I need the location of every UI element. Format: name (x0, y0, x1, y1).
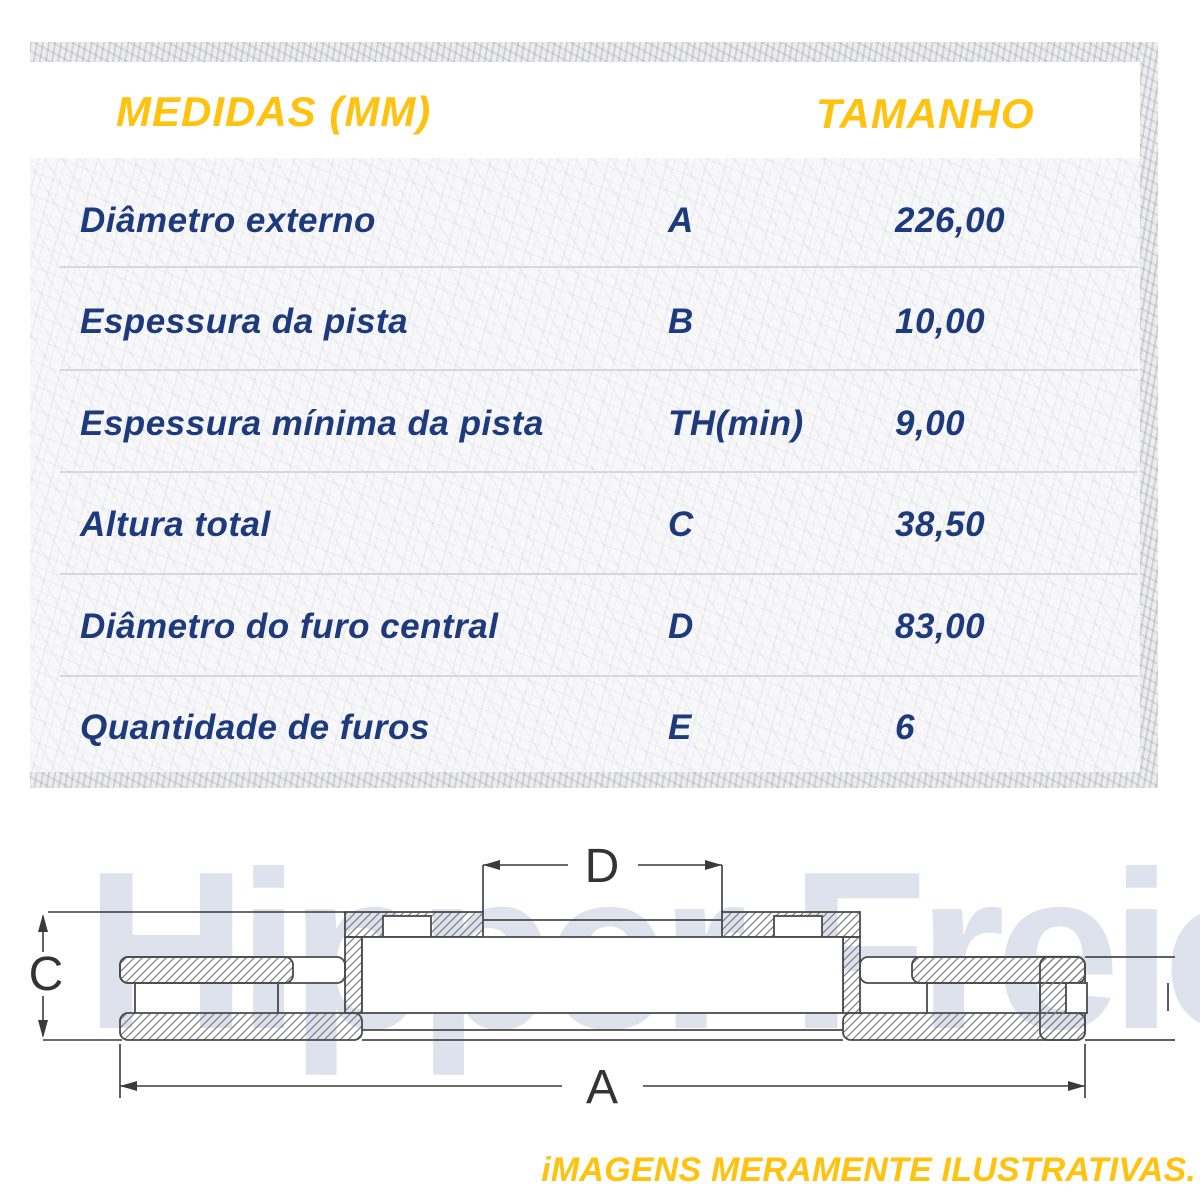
column-header-measures: MEDIDAS (MM) (116, 88, 432, 135)
table-row: Espessura da pista B 10,00 (0, 299, 1200, 345)
table-row: Diâmetro do furo central D 83,00 (0, 604, 1200, 650)
row-value: 83,00 (895, 607, 986, 646)
row-value: 6 (895, 708, 915, 747)
disc-section (119, 911, 1175, 1041)
panel-edge-right (1140, 42, 1158, 788)
brake-disc-technical-drawing: D C A (29, 840, 1175, 1114)
panel-edge-bottom (30, 772, 1158, 788)
row-letter: D (668, 607, 694, 646)
dim-label-d: D (585, 840, 620, 893)
row-divider (60, 369, 1138, 371)
table-row: Quantidade de furos E 6 (0, 705, 1200, 751)
dim-label-a: A (586, 1061, 618, 1114)
row-label: Altura total (80, 505, 271, 544)
table-row: Altura total C 38,50 (0, 502, 1200, 548)
dimension-labels: D C A (29, 840, 620, 1114)
table-row: Diâmetro externo A 226,00 (0, 198, 1200, 244)
dim-label-c: C (29, 948, 64, 1001)
row-letter: C (668, 505, 694, 544)
row-value: 10,00 (895, 302, 986, 341)
row-value: 38,50 (895, 505, 986, 544)
row-label: Espessura da pista (80, 302, 409, 341)
row-divider (60, 573, 1138, 575)
dimension-lines (38, 860, 1086, 1098)
row-letter: E (668, 708, 692, 747)
row-label: Diâmetro do furo central (80, 607, 499, 646)
spec-panel (30, 42, 1158, 788)
row-divider (60, 675, 1138, 677)
row-value: 9,00 (895, 404, 966, 443)
row-divider (60, 471, 1138, 473)
panel-edge-top (30, 42, 1158, 62)
row-label: Quantidade de furos (80, 708, 430, 747)
table-row: Espessura mínima da pista TH(min) 9,00 (0, 401, 1200, 447)
row-letter: A (668, 201, 694, 240)
header-band (30, 62, 1140, 158)
column-header-size: TAMANHO (816, 90, 1035, 137)
disclaimer-text: iMAGENS MERAMENTE ILUSTRATIVAS. (541, 1151, 1196, 1189)
row-divider (60, 266, 1138, 268)
row-letter: B (668, 302, 694, 341)
row-label: Diâmetro externo (80, 201, 376, 240)
row-value: 226,00 (895, 201, 1006, 240)
row-letter: TH(min) (668, 404, 804, 443)
row-label: Espessura mínima da pista (80, 404, 544, 443)
